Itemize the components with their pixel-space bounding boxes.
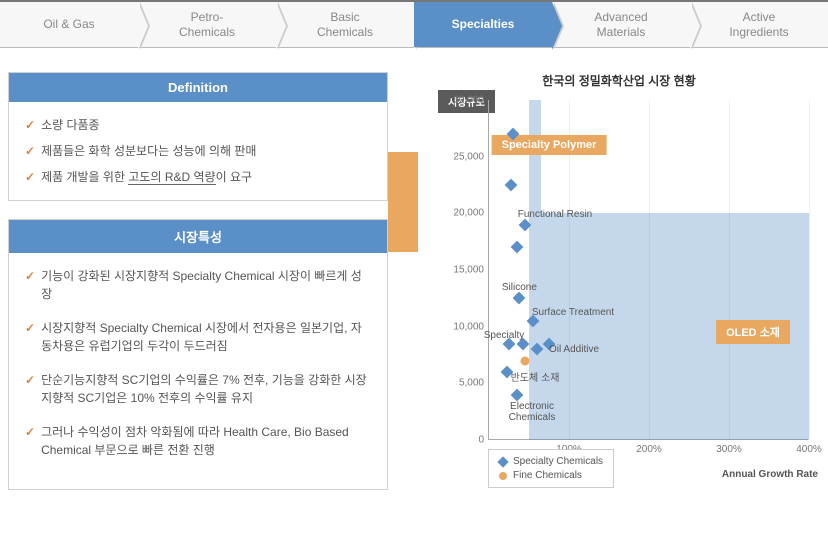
data-point [509, 130, 518, 139]
scatter-chart: 시장규모 05,00010,00015,00020,00025,00030,00… [438, 80, 818, 500]
breadcrumb: Oil & GasPetro-ChemicalsBasicChemicalsSp… [0, 0, 828, 48]
diamond-marker [513, 292, 526, 305]
y-tick-label: 0 [449, 435, 484, 446]
definition-panel: Definition ✓ 소량 다품종 ✓ 제품들은 화학 성분보다는 성능에 의해 … [8, 72, 388, 201]
check-icon: ✓ [25, 319, 35, 337]
legend-label: Specialty Chemicals [513, 456, 603, 467]
legend-row: Fine Chemicals [499, 470, 603, 481]
breadcrumb-item[interactable]: Petro-Chemicals [138, 2, 276, 47]
breadcrumb-item[interactable]: Specialties [414, 2, 552, 47]
market-header: 시장특성 [9, 220, 387, 253]
x-tick-label: 200% [636, 444, 662, 455]
diamond-marker [507, 128, 520, 141]
point-label: Surface Treatment [532, 307, 614, 318]
check-icon: ✓ [25, 116, 35, 134]
point-label: Silicone [502, 282, 537, 293]
legend-label: Fine Chemicals [513, 470, 582, 481]
x-tick-label: 300% [716, 444, 742, 455]
definition-text: 제품 개발을 위한 고도의 R&D 역량이 요구 [41, 168, 252, 186]
definition-item: ✓ 제품들은 화학 성분보다는 성능에 의해 판매 [25, 142, 371, 160]
market-panel: 시장특성 ✓ 기능이 강화된 시장지향적 Specialty Chemical 시… [8, 219, 388, 490]
data-point [521, 356, 530, 365]
definition-item: ✓ 제품 개발을 위한 고도의 R&D 역량이 요구 [25, 168, 371, 186]
y-tick-label: 25,000 [449, 151, 484, 162]
chart-column: 한국의 정밀화학산업 시장 현황 시장규모 05,00010,00015,000… [418, 72, 820, 508]
y-tick-label: 30,000 [449, 95, 484, 106]
check-icon: ✓ [25, 267, 35, 285]
legend-swatch [499, 472, 507, 480]
legend-row: Specialty Chemicals [499, 456, 603, 467]
diamond-marker [516, 337, 529, 350]
market-item: ✓ 그러나 수익성이 점차 악화됨에 따라 Health Care, Bio Ba… [25, 423, 371, 459]
data-point [513, 243, 522, 252]
y-tick-label: 5,000 [449, 378, 484, 389]
y-tick-label: 10,000 [449, 321, 484, 332]
definition-item: ✓ 소량 다품종 [25, 116, 371, 134]
market-text: 시장지향적 Specialty Chemical 시장에서 전자용은 일본기업,… [41, 319, 371, 355]
data-point [507, 181, 516, 190]
y-tick-label: 20,000 [449, 208, 484, 219]
breadcrumb-item[interactable]: Oil & Gas [0, 2, 138, 47]
definition-header: Definition [9, 73, 387, 102]
point-label: Functional Resin [518, 209, 592, 220]
breadcrumb-item[interactable]: ActiveIngredients [690, 2, 828, 47]
market-text: 그러나 수익성이 점차 악화됨에 따라 Health Care, Bio Bas… [41, 423, 371, 459]
diamond-marker [511, 388, 524, 401]
chart-tag: OLED 소재 [716, 320, 790, 344]
point-label: ElectronicChemicals [509, 401, 556, 423]
check-icon: ✓ [25, 371, 35, 389]
breadcrumb-item[interactable]: AdvancedMaterials [552, 2, 690, 47]
check-icon: ✓ [25, 168, 35, 186]
breadcrumb-item[interactable]: BasicChemicals [276, 2, 414, 47]
market-item: ✓ 단순기능지향적 SC기업의 수익률은 7% 전후, 기능을 강화한 시장지향적… [25, 371, 371, 407]
market-text: 기능이 강화된 시장지향적 Specialty Chemical 시장이 빠르게… [41, 267, 371, 303]
point-label: Oil Additive [549, 344, 599, 355]
y-tick-label: 15,000 [449, 265, 484, 276]
data-point [513, 390, 522, 399]
connector-bar [388, 152, 418, 252]
point-label: 반도체 소재 [511, 369, 560, 384]
data-point [515, 294, 524, 303]
market-item: ✓ 기능이 강화된 시장지향적 Specialty Chemical 시장이 빠르… [25, 267, 371, 303]
diamond-marker [531, 343, 544, 356]
diamond-marker [500, 366, 513, 379]
diamond-marker [519, 218, 532, 231]
x-axis-label: Annual Growth Rate [722, 469, 818, 480]
diamond-marker [505, 179, 518, 192]
diamond-marker [511, 241, 524, 254]
market-text: 단순기능지향적 SC기업의 수익률은 7% 전후, 기능을 강화한 시장지향적 … [41, 371, 371, 407]
legend-swatch [497, 456, 508, 467]
x-tick-label: 400% [796, 444, 822, 455]
definition-text: 소량 다품종 [41, 116, 100, 134]
check-icon: ✓ [25, 142, 35, 160]
definition-text: 제품들은 화학 성분보다는 성능에 의해 판매 [41, 142, 256, 160]
market-item: ✓ 시장지향적 Specialty Chemical 시장에서 전자용은 일본기업… [25, 319, 371, 355]
left-column: Definition ✓ 소량 다품종 ✓ 제품들은 화학 성분보다는 성능에 의해 … [8, 72, 388, 508]
data-point [533, 345, 542, 354]
circle-marker [521, 356, 530, 365]
data-point [521, 220, 530, 229]
check-icon: ✓ [25, 423, 35, 441]
data-point [518, 339, 527, 348]
chart-legend: Specialty Chemicals Fine Chemicals [488, 449, 614, 488]
data-point [502, 368, 511, 377]
grid-line [809, 100, 810, 439]
